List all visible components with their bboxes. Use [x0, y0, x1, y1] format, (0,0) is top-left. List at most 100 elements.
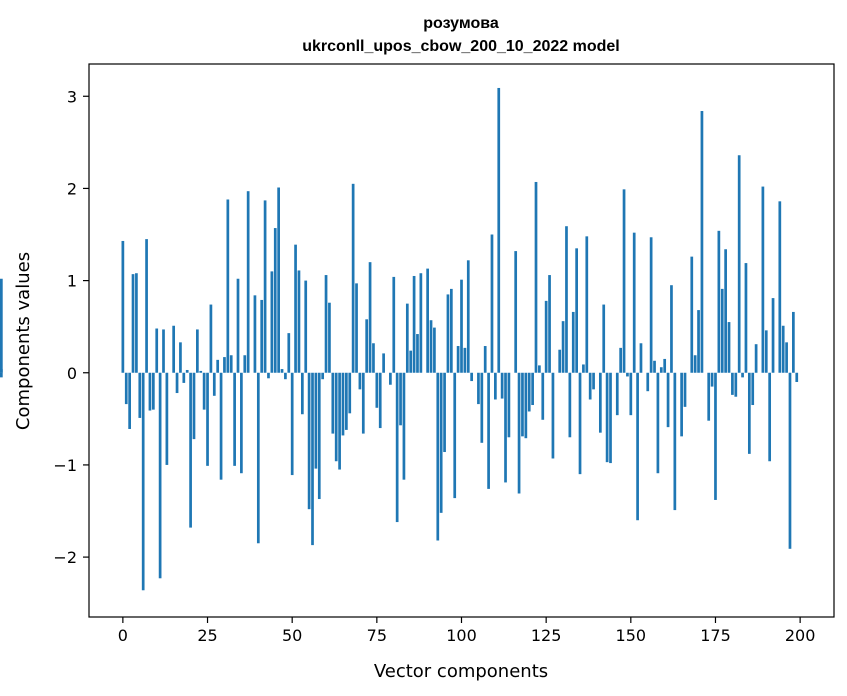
bar-159	[659, 367, 663, 373]
bar-198	[792, 311, 795, 373]
chart-title-line-1: розумова	[423, 15, 499, 32]
bar-64	[338, 372, 341, 470]
x-axis-label: Vector components	[374, 661, 548, 682]
bar-4	[135, 273, 138, 373]
bar-86	[412, 275, 416, 373]
bar-150	[629, 372, 633, 416]
bar-87	[416, 334, 419, 373]
bar-133	[571, 311, 575, 373]
bar-84	[405, 303, 409, 373]
bar-122	[534, 181, 538, 373]
bar-143	[605, 372, 609, 463]
bar-127	[551, 372, 555, 459]
bar-144	[609, 372, 612, 464]
bar-118	[521, 372, 524, 437]
bar-199	[795, 372, 799, 382]
bar-26	[209, 304, 213, 373]
bar-191	[768, 372, 772, 462]
bar-113	[504, 372, 507, 483]
bar-21	[192, 372, 196, 440]
bar-44	[270, 271, 274, 373]
bar-166	[683, 372, 687, 407]
bar-152	[636, 372, 639, 521]
bar-90	[426, 268, 429, 373]
bar-59	[321, 372, 325, 380]
bar-162	[670, 285, 673, 373]
bar-58	[317, 372, 321, 500]
bar-93	[436, 372, 440, 541]
bar-173	[707, 372, 711, 421]
bar-36	[243, 355, 247, 373]
bar-73	[368, 262, 372, 373]
bar-105	[477, 372, 480, 405]
bar-15	[172, 325, 176, 373]
bar-10	[155, 328, 159, 373]
bar-126	[548, 275, 551, 373]
bar-96	[446, 294, 450, 373]
x-tick-label: 25	[197, 626, 217, 645]
bar-192	[771, 298, 775, 373]
bar-187	[754, 344, 758, 373]
bar-68	[351, 183, 355, 373]
bar-155	[646, 372, 650, 392]
bar-120	[527, 372, 531, 412]
bar-131	[565, 226, 568, 373]
x-tick-label: 50	[282, 626, 302, 645]
bar-130	[561, 321, 565, 373]
bar-7	[145, 239, 148, 373]
bar-20	[189, 372, 192, 528]
bar-170	[697, 310, 700, 373]
bar-107	[483, 346, 487, 373]
y-axis-ticks: −2 −1 0 1 2 3	[53, 87, 89, 567]
x-tick-label: 150	[616, 626, 647, 645]
y-tick-label: −1	[53, 456, 77, 475]
bar-74	[372, 343, 375, 373]
bar-27	[212, 372, 216, 396]
bar-49	[287, 333, 291, 373]
bar-39	[253, 295, 257, 373]
chart-title-line-2: ukrconll_upos_cbow_200_10_2022 model	[302, 38, 619, 55]
bar-119	[524, 372, 528, 439]
bar-106	[480, 372, 484, 443]
bar-125	[544, 300, 548, 373]
bar-30	[223, 357, 226, 373]
bar-183	[741, 372, 744, 378]
bar-129	[558, 349, 562, 373]
bar-138	[588, 372, 592, 400]
bar-80	[392, 276, 396, 373]
bar-149	[626, 372, 629, 377]
bars	[0, 87, 799, 591]
bar-69	[355, 283, 358, 373]
bar-148	[622, 189, 626, 373]
bar-13	[165, 372, 169, 465]
bar-67	[348, 372, 352, 414]
bar-70	[358, 372, 362, 390]
bar-112	[500, 372, 504, 399]
x-tick-label: 75	[367, 626, 387, 645]
bar-81	[395, 372, 399, 523]
bar-34	[236, 278, 240, 373]
bar-11	[158, 372, 162, 579]
bar-2	[128, 372, 131, 429]
bar-5	[138, 372, 142, 418]
bar-0	[121, 240, 125, 373]
x-tick-label: 100	[446, 626, 477, 645]
bar-121	[531, 372, 534, 406]
bar-114	[507, 372, 511, 438]
bar-83	[402, 372, 406, 480]
chart-title: розумова ukrconll_upos_cbow_200_10_2022 …	[302, 15, 619, 55]
bar-156	[649, 237, 653, 373]
bar-139	[592, 372, 595, 390]
bar-146	[615, 372, 619, 416]
bar-12	[162, 329, 165, 373]
bar-18	[182, 372, 186, 383]
bar-48	[284, 372, 287, 380]
x-tick-label: 0	[118, 626, 128, 645]
bar-33	[233, 372, 236, 466]
bar-9	[151, 372, 155, 410]
y-tick-label: −2	[53, 548, 77, 567]
bar-61	[328, 302, 331, 373]
bar-197	[788, 372, 792, 549]
bar-52	[297, 270, 301, 373]
bar-57	[314, 372, 318, 469]
